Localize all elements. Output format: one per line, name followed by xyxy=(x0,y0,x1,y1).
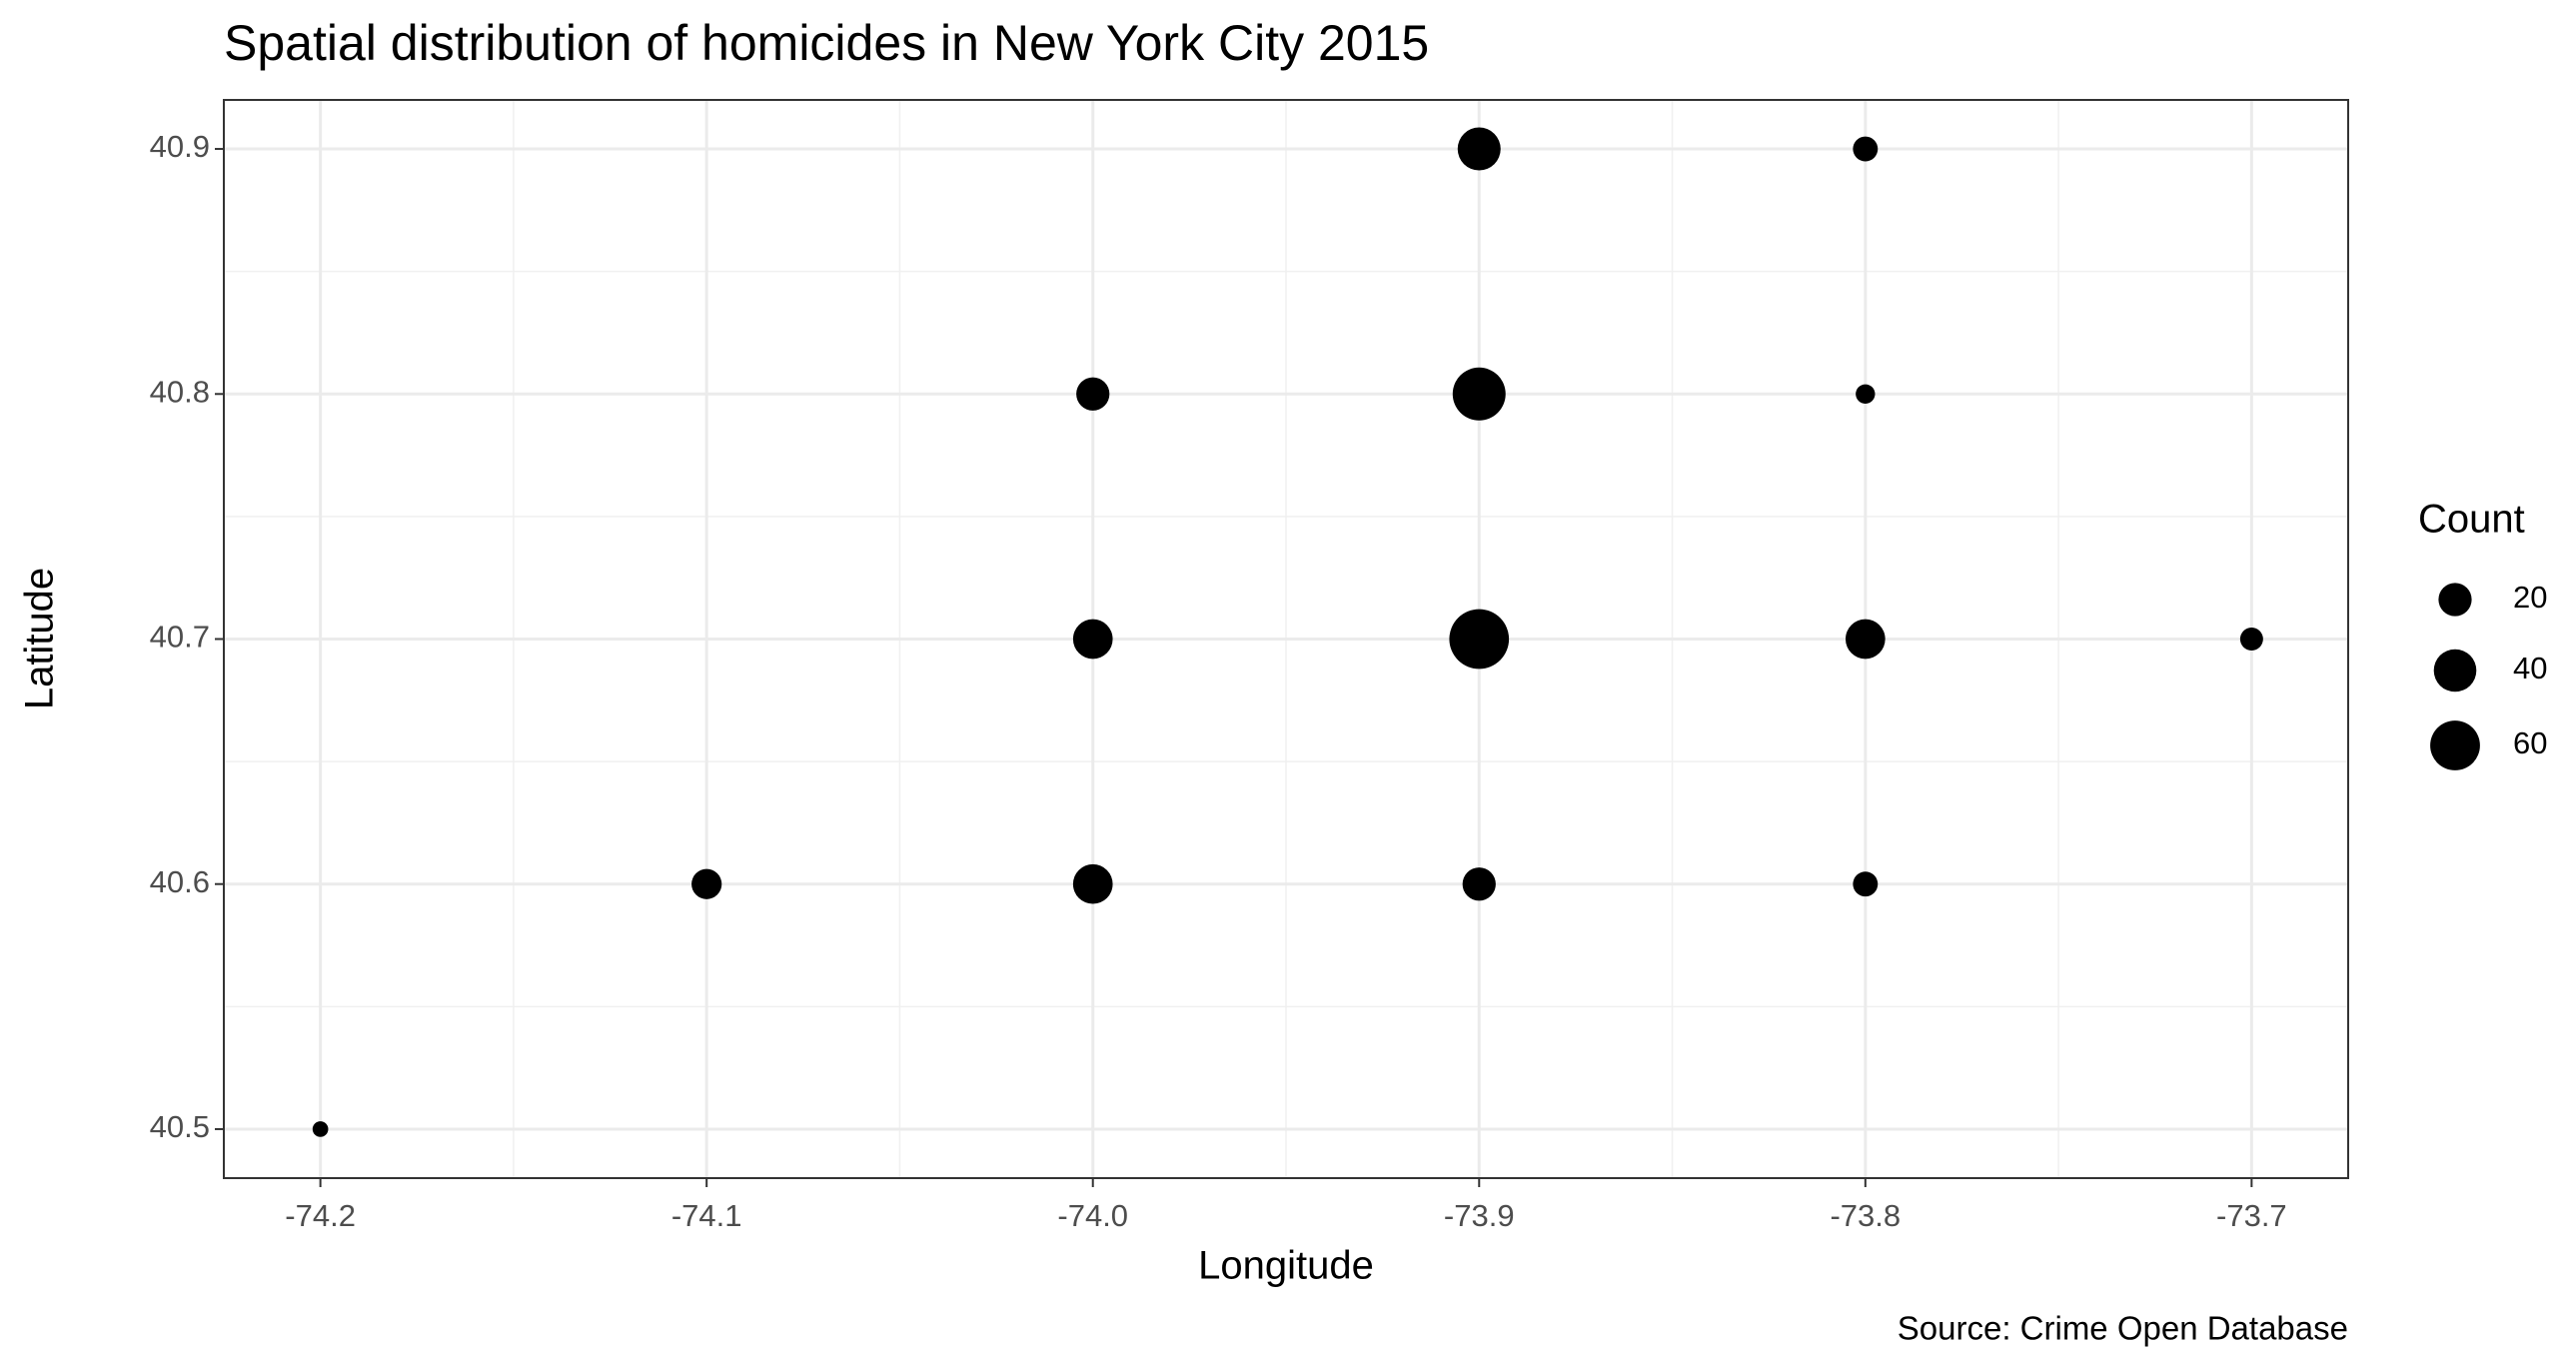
x-tick-label: -74.0 xyxy=(1057,1198,1128,1233)
legend-title: Count xyxy=(2418,498,2525,542)
bubble xyxy=(1853,136,1879,162)
legend-key xyxy=(2433,649,2477,692)
x-axis-label: Longitude xyxy=(1198,1244,1374,1288)
x-tick-label: -74.2 xyxy=(285,1198,356,1233)
bubble xyxy=(1457,127,1501,171)
x-tick-label: -73.8 xyxy=(1830,1198,1901,1233)
caption: Source: Crime Open Database xyxy=(1898,1310,2348,1347)
legend-label: 40 xyxy=(2513,651,2547,685)
bubble xyxy=(312,1121,329,1137)
plot-border xyxy=(223,99,2349,1179)
legend-key xyxy=(2430,720,2480,770)
y-tick-label: 40.5 xyxy=(150,1109,210,1144)
bubble xyxy=(1853,871,1879,897)
bubble xyxy=(1856,384,1876,404)
bubble xyxy=(1449,609,1510,670)
y-tick-label: 40.9 xyxy=(150,129,210,164)
x-tick-label: -73.7 xyxy=(2216,1198,2287,1233)
legend-label: 20 xyxy=(2513,580,2547,615)
bubble xyxy=(691,868,722,899)
y-tick-label: 40.8 xyxy=(150,374,210,409)
bubble xyxy=(1076,377,1110,411)
bubble xyxy=(2239,628,2263,651)
y-tick-label: 40.6 xyxy=(150,864,210,899)
bubble xyxy=(1462,867,1496,901)
x-tick-label: -74.1 xyxy=(671,1198,742,1233)
bubble xyxy=(1452,367,1506,421)
x-tick-label: -73.9 xyxy=(1444,1198,1515,1233)
legend-label: 60 xyxy=(2513,725,2547,760)
legend-key xyxy=(2438,583,2472,617)
chart-title: Spatial distribution of homicides in New… xyxy=(224,15,1429,71)
bubble xyxy=(1072,619,1113,660)
bubble xyxy=(1845,619,1886,660)
bubble xyxy=(1072,863,1113,904)
y-tick-label: 40.7 xyxy=(150,620,210,655)
y-axis-label: Latitude xyxy=(18,568,62,709)
